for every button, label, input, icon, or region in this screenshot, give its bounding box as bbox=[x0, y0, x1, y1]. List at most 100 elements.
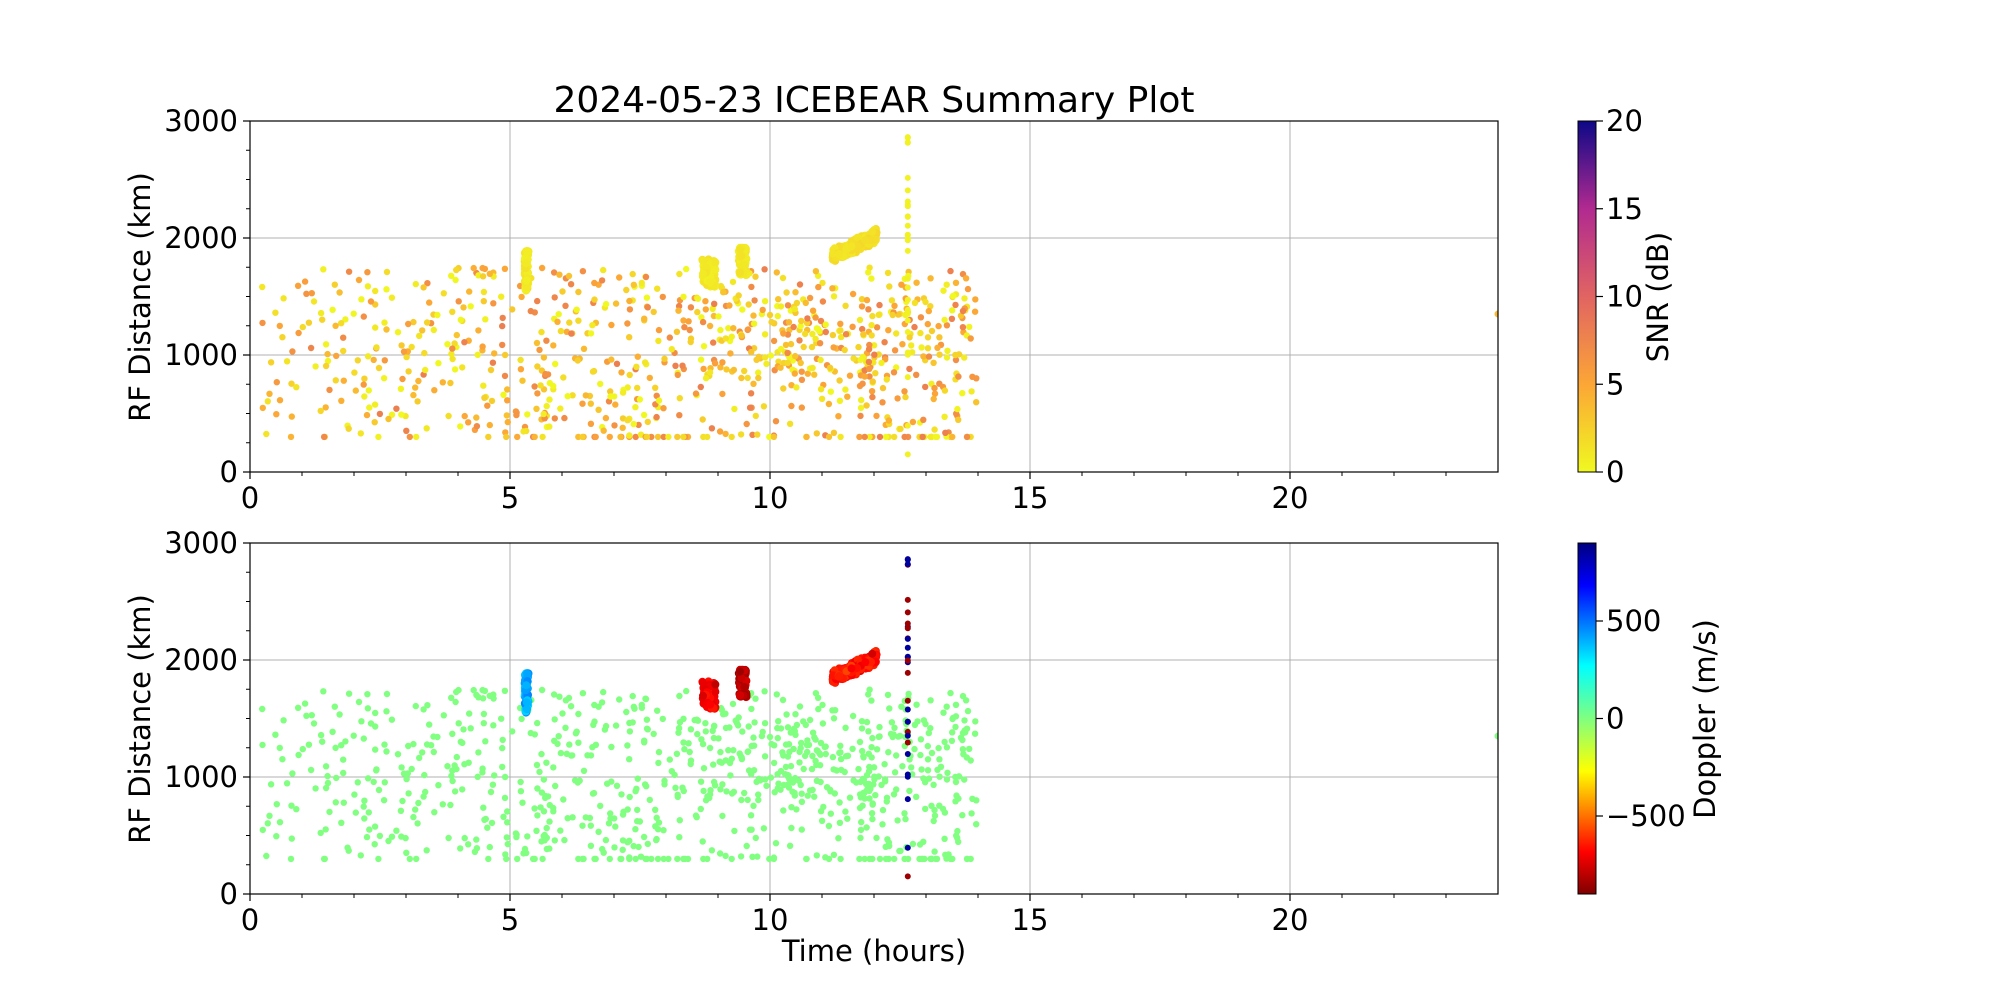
data-point bbox=[738, 374, 745, 382]
data-point bbox=[403, 775, 410, 783]
data-point bbox=[289, 348, 296, 355]
data-point bbox=[686, 748, 693, 756]
data-point bbox=[744, 796, 751, 804]
data-point bbox=[480, 710, 488, 718]
data-point bbox=[579, 433, 586, 441]
data-point bbox=[913, 701, 920, 708]
data-point bbox=[640, 833, 648, 841]
data-point bbox=[518, 293, 525, 301]
data-point bbox=[804, 370, 811, 377]
data-point bbox=[842, 724, 849, 731]
data-point bbox=[416, 332, 423, 340]
data-point bbox=[955, 373, 962, 380]
data-point bbox=[636, 818, 644, 825]
data-point bbox=[766, 733, 774, 741]
data-point bbox=[361, 375, 368, 382]
data-point bbox=[473, 836, 480, 843]
data-point bbox=[679, 362, 686, 369]
data-point bbox=[697, 383, 704, 391]
data-point bbox=[859, 747, 866, 755]
data-point bbox=[719, 812, 726, 820]
data-point bbox=[904, 247, 911, 254]
data-point bbox=[837, 749, 844, 756]
data-point bbox=[827, 388, 834, 395]
data-point bbox=[815, 705, 822, 713]
data-point bbox=[863, 402, 870, 409]
data-point bbox=[445, 412, 452, 420]
data-point bbox=[837, 320, 844, 327]
data-point bbox=[809, 364, 816, 372]
data-point bbox=[932, 433, 939, 441]
data-point bbox=[711, 258, 720, 267]
data-point bbox=[552, 360, 559, 368]
data-point bbox=[611, 844, 618, 851]
data-point bbox=[698, 736, 705, 743]
data-point bbox=[566, 741, 573, 748]
data-point bbox=[350, 310, 357, 317]
data-point bbox=[829, 285, 836, 292]
data-point bbox=[700, 365, 707, 373]
data-point bbox=[333, 352, 340, 360]
data-point bbox=[641, 781, 649, 788]
y-tick-label: 3000 bbox=[164, 526, 238, 560]
data-point bbox=[484, 402, 491, 409]
data-point bbox=[895, 733, 902, 740]
data-point bbox=[750, 320, 758, 327]
data-point bbox=[808, 343, 816, 351]
data-point bbox=[790, 745, 797, 753]
data-point bbox=[738, 754, 745, 761]
data-point bbox=[652, 806, 659, 813]
data-point bbox=[607, 393, 614, 400]
data-point bbox=[660, 405, 667, 412]
data-point bbox=[849, 290, 857, 298]
data-point bbox=[481, 265, 489, 273]
data-point bbox=[299, 323, 306, 331]
data-point bbox=[394, 751, 402, 758]
data-point bbox=[326, 386, 333, 394]
data-point bbox=[858, 818, 865, 826]
data-point bbox=[470, 686, 477, 694]
data-point bbox=[876, 433, 884, 441]
data-point bbox=[280, 295, 287, 302]
data-point bbox=[557, 327, 565, 335]
data-point bbox=[361, 797, 368, 804]
data-point bbox=[542, 370, 549, 378]
data-point bbox=[397, 385, 405, 392]
data-point bbox=[842, 753, 850, 760]
data-point bbox=[504, 819, 511, 826]
snr-colorbar: 0 5 10 15 20 SNR (dB) bbox=[1577, 104, 1675, 489]
data-point bbox=[579, 855, 586, 863]
data-point bbox=[591, 296, 598, 303]
data-point bbox=[911, 745, 918, 753]
data-point bbox=[904, 697, 911, 704]
data-point bbox=[711, 782, 719, 789]
data-point bbox=[480, 298, 487, 305]
data-point bbox=[655, 326, 663, 334]
data-point bbox=[847, 242, 856, 251]
data-point bbox=[861, 373, 868, 380]
colorbar-tick-label: 500 bbox=[1606, 604, 1661, 638]
data-point bbox=[777, 725, 785, 732]
data-point bbox=[340, 756, 347, 763]
data-point bbox=[885, 749, 892, 756]
data-point bbox=[726, 724, 733, 731]
data-point bbox=[517, 788, 525, 795]
data-point bbox=[736, 691, 745, 699]
data-point bbox=[305, 741, 313, 748]
data-point bbox=[917, 751, 924, 759]
data-point bbox=[381, 741, 388, 748]
x-tick-label: 0 bbox=[241, 481, 259, 515]
data-point bbox=[408, 343, 415, 351]
data-point bbox=[752, 273, 759, 280]
data-point bbox=[803, 855, 810, 863]
data-point bbox=[616, 696, 623, 703]
data-point bbox=[812, 690, 820, 697]
data-point bbox=[858, 725, 866, 732]
data-point bbox=[739, 306, 746, 313]
data-point bbox=[730, 325, 737, 332]
data-point bbox=[711, 687, 720, 696]
data-point bbox=[674, 793, 681, 801]
data-point bbox=[717, 704, 725, 712]
data-point bbox=[559, 288, 566, 295]
data-point bbox=[416, 754, 423, 762]
